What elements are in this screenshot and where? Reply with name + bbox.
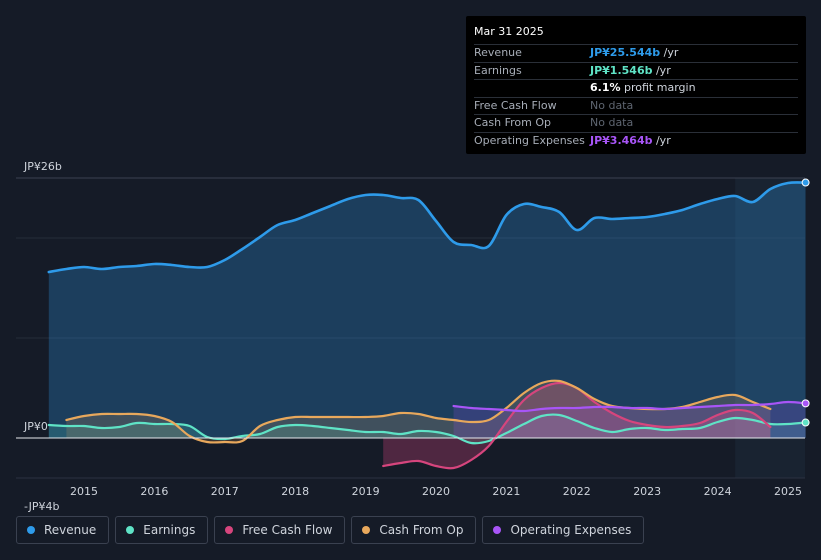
tooltip-row: Operating Expenses JP¥3.464b /yr (474, 133, 798, 150)
tooltip-value-number: JP¥1.546b (590, 63, 653, 77)
tooltip-row-value: 6.1% profit margin (590, 80, 696, 97)
revenue-area (48, 182, 806, 438)
legend-item-revenue[interactable]: Revenue (16, 516, 110, 544)
legend-item-operating-expenses[interactable]: Operating Expenses (482, 516, 645, 544)
tooltip-row-label: Cash From Op (474, 116, 552, 129)
tooltip-row-label (474, 80, 590, 97)
x-tick-label: 2017 (211, 485, 239, 498)
x-tick-label: 2022 (563, 485, 591, 498)
legend-label: Free Cash Flow (242, 523, 333, 537)
tooltip-row-value: JP¥3.464b /yr (590, 133, 671, 150)
operating-expenses-end-marker (801, 399, 810, 408)
free-cash-flow-area (383, 383, 771, 469)
y-tick-label: JP¥0 (23, 420, 48, 433)
tooltip-value-number: No data (590, 116, 634, 129)
tooltip-row: Revenue JP¥25.544b /yr (474, 45, 798, 63)
x-tick-label: 2018 (281, 485, 309, 498)
x-tick-label: 2025 (774, 485, 802, 498)
legend-item-cash-from-op[interactable]: Cash From Op (351, 516, 477, 544)
tooltip-value-unit: /yr (652, 133, 671, 147)
data-tooltip: Mar 31 2025 Revenue JP¥25.544b /yr Earning… (466, 16, 806, 154)
operating-expenses-line (452, 400, 807, 413)
legend-dot-icon (27, 526, 35, 534)
tooltip-row-label: Operating Expenses (474, 133, 585, 147)
y-tick-label: JP¥26b (23, 160, 62, 173)
tooltip-value-unit: /yr (660, 46, 679, 59)
x-tick-label: 2015 (70, 485, 98, 498)
tooltip-row: Cash From Op No data (474, 115, 798, 133)
tooltip-row-value: JP¥1.546b /yr (590, 63, 671, 80)
y-tick-label: -JP¥4b (24, 500, 59, 513)
revenue-line (47, 181, 807, 274)
tooltip-row: Free Cash Flow No data (474, 98, 798, 115)
tooltip-row: Earnings JP¥1.546b /yr (474, 63, 798, 80)
tooltip-row-value: No data (590, 115, 633, 132)
chart-legend: Revenue Earnings Free Cash Flow Cash From O… (16, 516, 645, 546)
tooltip-value-number: No data (590, 98, 634, 112)
tooltip-row: 6.1% profit margin (474, 80, 798, 98)
x-tick-label: 2021 (492, 485, 520, 498)
x-tick-label: 2024 (704, 485, 732, 498)
earnings-end-marker (801, 418, 810, 427)
x-tick-label: 2020 (422, 485, 450, 498)
tooltip-value-number: 6.1% (590, 81, 621, 94)
x-tick-label: 2019 (352, 485, 380, 498)
tooltip-date: Mar 31 2025 (474, 22, 798, 45)
x-tick-label: 2016 (140, 485, 168, 498)
legend-item-earnings[interactable]: Earnings (115, 516, 209, 544)
tooltip-value-unit: profit margin (620, 81, 696, 94)
legend-label: Revenue (44, 523, 97, 537)
tooltip-row-label: Free Cash Flow (474, 98, 557, 112)
x-tick-label: 2023 (633, 485, 661, 498)
tooltip-row-value: JP¥25.544b /yr (590, 45, 678, 62)
legend-dot-icon (493, 526, 502, 534)
legend-label: Earnings (143, 523, 196, 537)
legend-label: Cash From Op (379, 523, 464, 537)
legend-item-free-cash-flow[interactable]: Free Cash Flow (214, 516, 346, 544)
tooltip-value-number: JP¥3.464b (590, 133, 653, 147)
tooltip-value-number: JP¥25.544b (590, 46, 661, 59)
tooltip-row-value: No data (590, 98, 633, 115)
revenue-end-marker (801, 178, 810, 187)
legend-dot-icon (362, 526, 371, 534)
legend-dot-icon (126, 526, 135, 534)
tooltip-row-label: Earnings (474, 63, 522, 77)
tooltip-value-unit: /yr (652, 63, 671, 77)
legend-dot-icon (225, 526, 234, 534)
earnings-area (48, 414, 806, 444)
legend-label: Operating Expenses (510, 523, 632, 537)
tooltip-row-label: Revenue (474, 46, 522, 59)
